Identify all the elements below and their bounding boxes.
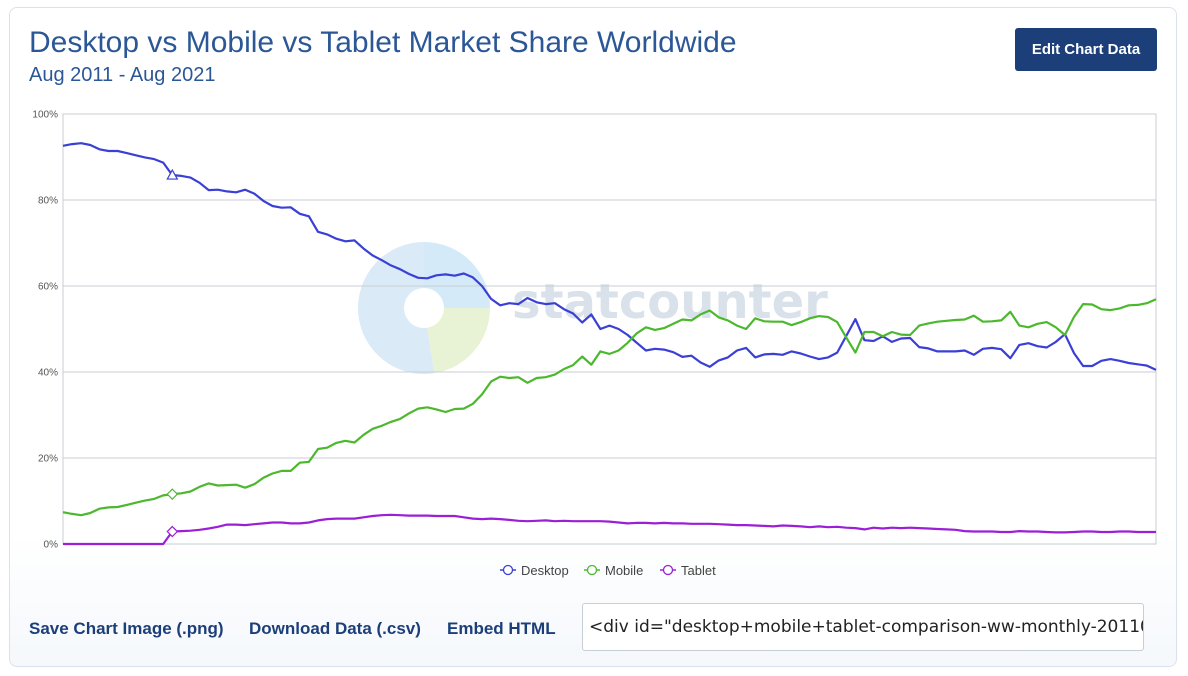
desktop-data-marker xyxy=(166,168,179,180)
statcounter-watermark: statcounter xyxy=(358,242,828,374)
chart-title: Desktop vs Mobile vs Tablet Market Share… xyxy=(29,26,737,59)
mobile-series-line xyxy=(62,298,1157,517)
save-chart-image-link[interactable]: Save Chart Image (.png) xyxy=(29,619,224,638)
chart-subtitle: Aug 2011 - Aug 2021 xyxy=(29,64,216,86)
desktop-legend-label: Desktop xyxy=(521,563,569,578)
y-tick-label: 0% xyxy=(44,540,59,551)
line-chart: statcounter 0% 20% 40% 60% 80% 100% Desktop Mo… xyxy=(32,110,1157,578)
tablet-legend-marker xyxy=(662,564,674,576)
chart-panel xyxy=(9,7,1177,667)
tablet-series-line xyxy=(63,513,1156,546)
y-axis-ticks: 0% 20% 40% 60% 80% 100% xyxy=(32,110,58,551)
edit-chart-data-button[interactable]: Edit Chart Data xyxy=(1015,28,1157,71)
plot-border xyxy=(62,113,1157,545)
y-tick-label: 20% xyxy=(38,454,58,465)
y-tick-label: 100% xyxy=(32,110,58,121)
chart-legend: Desktop Mobile Tablet xyxy=(500,563,716,578)
download-data-link[interactable]: Download Data (.csv) xyxy=(249,619,421,638)
embed-html-link[interactable]: Embed HTML xyxy=(447,619,556,638)
y-tick-label: 60% xyxy=(38,282,58,293)
watermark-logo-segment xyxy=(427,308,490,374)
mobile-data-marker xyxy=(166,488,179,500)
y-tick-label: 80% xyxy=(38,196,58,207)
tablet-legend-label: Tablet xyxy=(681,563,716,578)
tablet-data-marker xyxy=(166,525,179,538)
chart-series xyxy=(62,142,1157,546)
chart-grid xyxy=(62,113,1157,545)
mobile-legend-label: Mobile xyxy=(605,563,643,578)
y-tick-label: 40% xyxy=(38,368,58,379)
watermark-logo-segment xyxy=(358,242,435,374)
desktop-series-line xyxy=(62,142,1157,371)
chart-markers xyxy=(166,168,179,538)
desktop-legend-marker xyxy=(502,564,514,576)
embed-html-field[interactable]: <div id="desktop+mobile+tablet-compariso… xyxy=(582,603,1144,651)
mobile-legend-marker xyxy=(586,564,598,576)
